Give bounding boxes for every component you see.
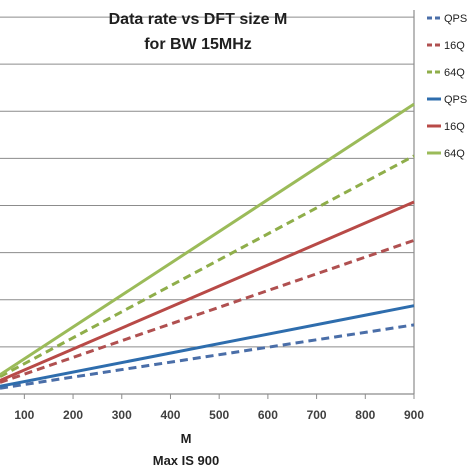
x-tick-label: 200 [63,408,83,422]
x-tick-label: 600 [258,408,278,422]
series-line-16q-dashed [0,238,415,384]
x-tick-label: 400 [160,408,180,422]
x-tick-labels: 100 200 300 400 500 600 700 800 900 [14,408,424,422]
legend-label: 64Q [444,148,465,160]
x-tick-label: 700 [307,408,327,422]
x-tick-label: 900 [404,408,424,422]
x-tick-label: 800 [355,408,375,422]
axes [0,10,415,399]
x-tick-label: 300 [112,408,132,422]
legend-label: QPS [444,94,467,106]
series-line-16q-solid [0,200,415,382]
legend-label: 16Q [444,40,465,52]
x-axis-label: M [181,431,192,446]
gridlines [0,16,414,348]
series-line-qps-solid [0,304,415,388]
series-line-qps-dashed [0,323,415,390]
chart-title-line-1: Data rate vs DFT size M [109,11,288,28]
x-tick-label: 500 [209,408,229,422]
legend-label: 64Q [444,67,465,79]
legend: QPS 16Q 64Q QPS 16Q 64Q [427,13,467,160]
series-lines [0,102,415,390]
series-line-64q-solid [0,102,415,377]
series-line-64q-dashed [0,154,415,379]
x-tick-label: 100 [14,408,34,422]
legend-label: 16Q [444,121,465,133]
x-axis-sublabel: Max IS 900 [153,453,220,468]
legend-label: QPS [444,13,467,25]
chart-title-line-2: for BW 15MHz [144,36,252,53]
